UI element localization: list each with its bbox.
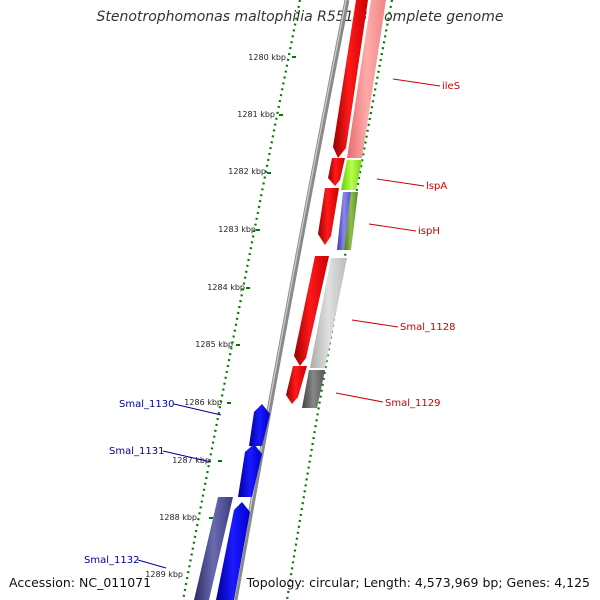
gene-arrow-lspA-cds [328,158,345,186]
gene-arrow-smal1129-cds [286,366,307,404]
tick-labels: 1280 kbp 1281 kbp 1282 kbp 1283 kbp 1284… [145,53,286,579]
forward-cds-track [286,0,368,404]
genome-summary-text: Topology: circular; Length: 4,573,969 bp… [246,575,590,590]
tick-label: 1287 kbp [172,456,210,465]
tick-marks [200,56,296,576]
tick-label: 1280 kbp [248,53,286,62]
gene-arrow-smal1131-cds [238,444,262,497]
reverse-cds-track [194,404,270,600]
gene-label-ileS[interactable]: ileS [442,81,460,92]
feature-smal1128 [310,258,347,368]
tick-track [181,0,302,600]
outer-track [285,0,394,600]
feature-smal1129 [302,370,325,408]
gene-arrow-smal1128-cds [294,256,329,366]
tick-label: 1282 kbp [228,167,266,176]
gene-arrow-ileS-cds [333,0,368,158]
gene-label-smal1132[interactable]: Smal_1132 [84,555,139,566]
tick-label: 1286 kbp [184,398,222,407]
tick-label: 1283 kbp [218,225,256,234]
accession-text: Accession: NC_011071 [9,575,152,590]
forward-labels: ileS lspA ispH Smal_1128 Smal_1129 [335,78,460,409]
gene-label-smal1130[interactable]: Smal_1130 [119,399,174,410]
tick-label: 1289 kbp [145,570,183,579]
map-title: Stenotrophomonas maltophilia R551-3, com… [96,9,504,25]
gene-arrow-ispH-cds [318,188,339,245]
backbone [232,0,350,600]
gene-label-smal1128[interactable]: Smal_1128 [400,322,455,333]
gene-label-smal1131[interactable]: Smal_1131 [109,446,164,457]
tick-label: 1285 kbp [195,340,233,349]
reverse-labels: Smal_1130 Smal_1131 Smal_1132 [84,399,222,569]
feature-ispH-a [337,192,351,250]
feature-lspA [341,160,362,190]
tick-label: 1284 kbp [207,283,245,292]
gene-label-lspA[interactable]: lspA [426,181,447,192]
gene-arrow-smal1132-cds [216,502,250,600]
feature-ispH-b [344,192,358,250]
tick-label: 1281 kbp [237,110,275,119]
feature-smal1132 [194,497,233,600]
feature-track [302,0,386,408]
gene-arrow-smal1130-cds [249,404,270,446]
gene-label-ispH[interactable]: ispH [418,226,440,237]
feature-ileS [347,0,386,158]
tick-label: 1288 kbp [159,513,197,522]
gene-label-smal1129[interactable]: Smal_1129 [385,398,440,409]
